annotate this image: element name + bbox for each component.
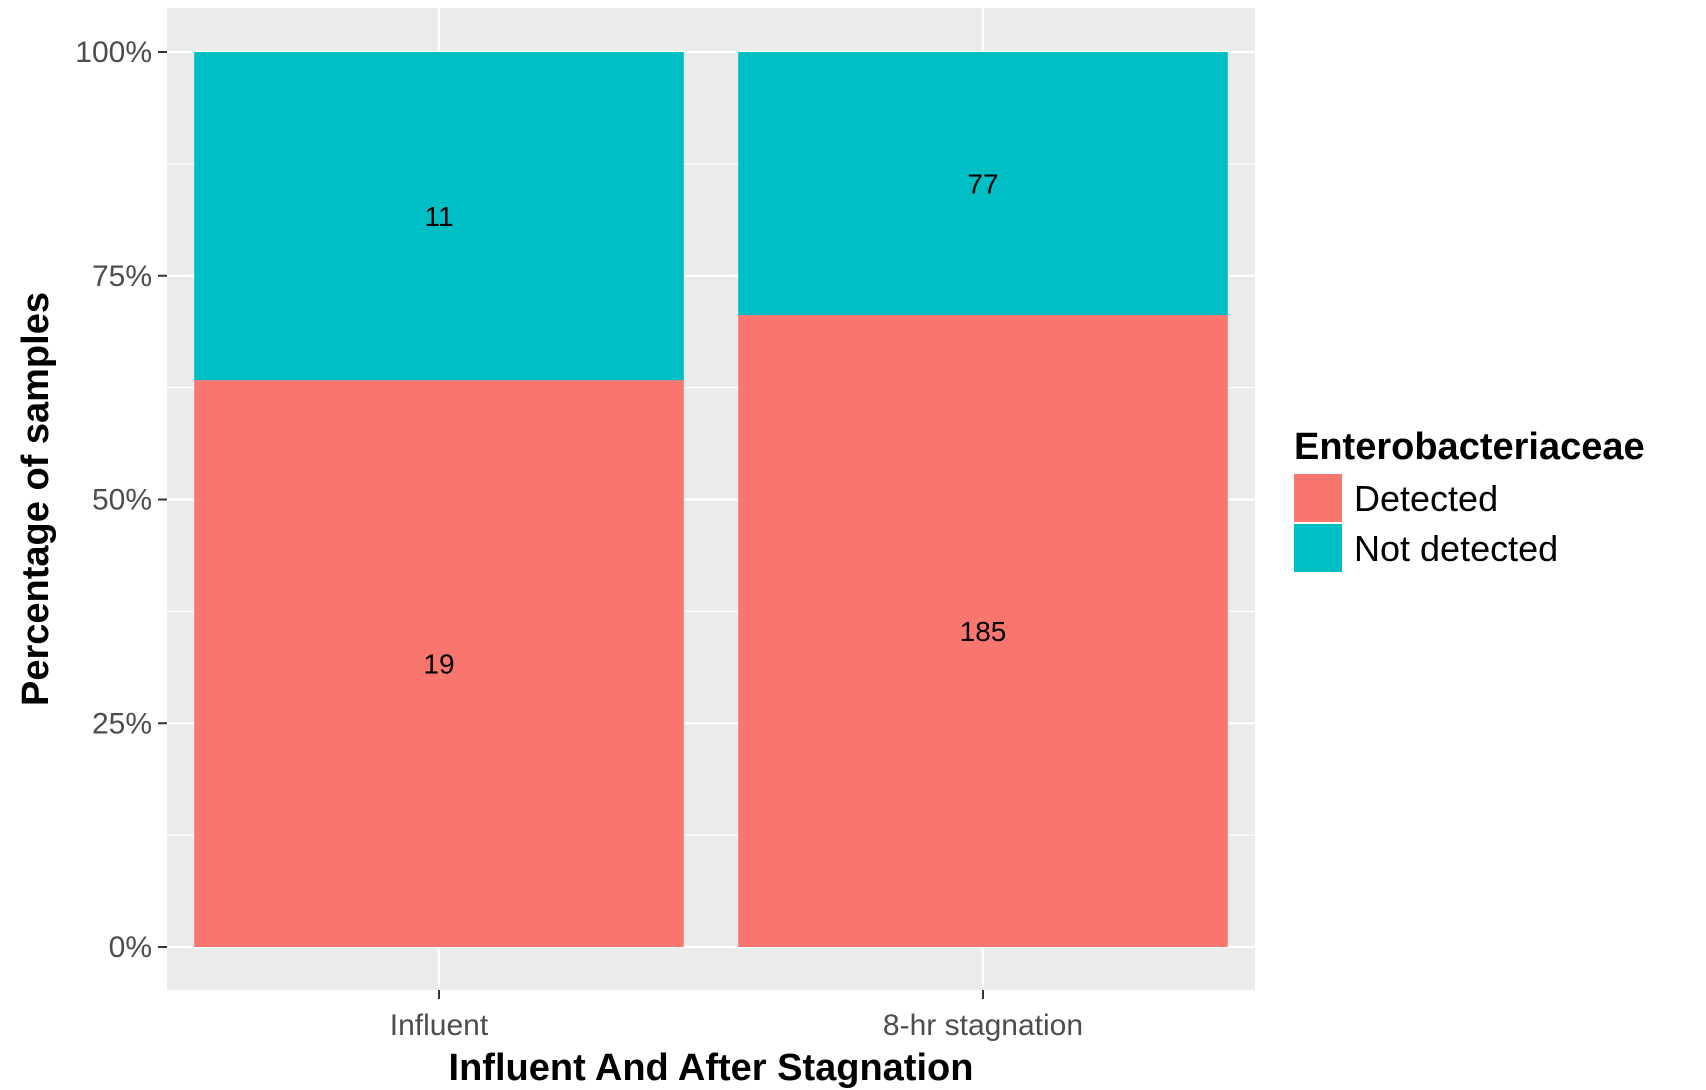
- x-axis-title: Influent And After Stagnation: [449, 1047, 974, 1089]
- bar-value-label: 77: [967, 169, 998, 200]
- y-tick-label: 25%: [92, 707, 152, 740]
- legend-key: [1294, 524, 1342, 572]
- bar-segment-detected: [194, 380, 684, 948]
- y-tick-label: 100%: [75, 36, 152, 69]
- legend-key: [1294, 474, 1342, 522]
- bar-segment-detected: [738, 315, 1228, 947]
- legend-label: Detected: [1354, 478, 1498, 519]
- y-axis-title: Percentage of samples: [15, 292, 57, 706]
- y-axis: 0% 25% 50% 75% 100%: [75, 36, 167, 964]
- legend-title: Enterobacteriaceae: [1294, 426, 1645, 468]
- bars: [194, 52, 1228, 948]
- bar-value-label: 185: [960, 616, 1007, 647]
- legend: Enterobacteriaceae Detected Not detected: [1294, 426, 1645, 572]
- y-tick-label: 75%: [92, 260, 152, 293]
- bar-segment-not-detected: [194, 52, 684, 381]
- y-tick-label: 50%: [92, 484, 152, 517]
- bar-value-label: 19: [423, 649, 454, 680]
- legend-label: Not detected: [1354, 528, 1558, 569]
- x-tick-label: Influent: [390, 1009, 489, 1042]
- y-tick-label: 0%: [109, 931, 152, 964]
- bar-labels: 19 11 185 77: [423, 169, 1006, 680]
- x-axis: Influent 8-hr stagnation: [390, 990, 1083, 1042]
- x-tick-label: 8-hr stagnation: [883, 1009, 1083, 1042]
- bar-value-label: 11: [424, 201, 453, 232]
- bar-segment-not-detected: [738, 52, 1228, 316]
